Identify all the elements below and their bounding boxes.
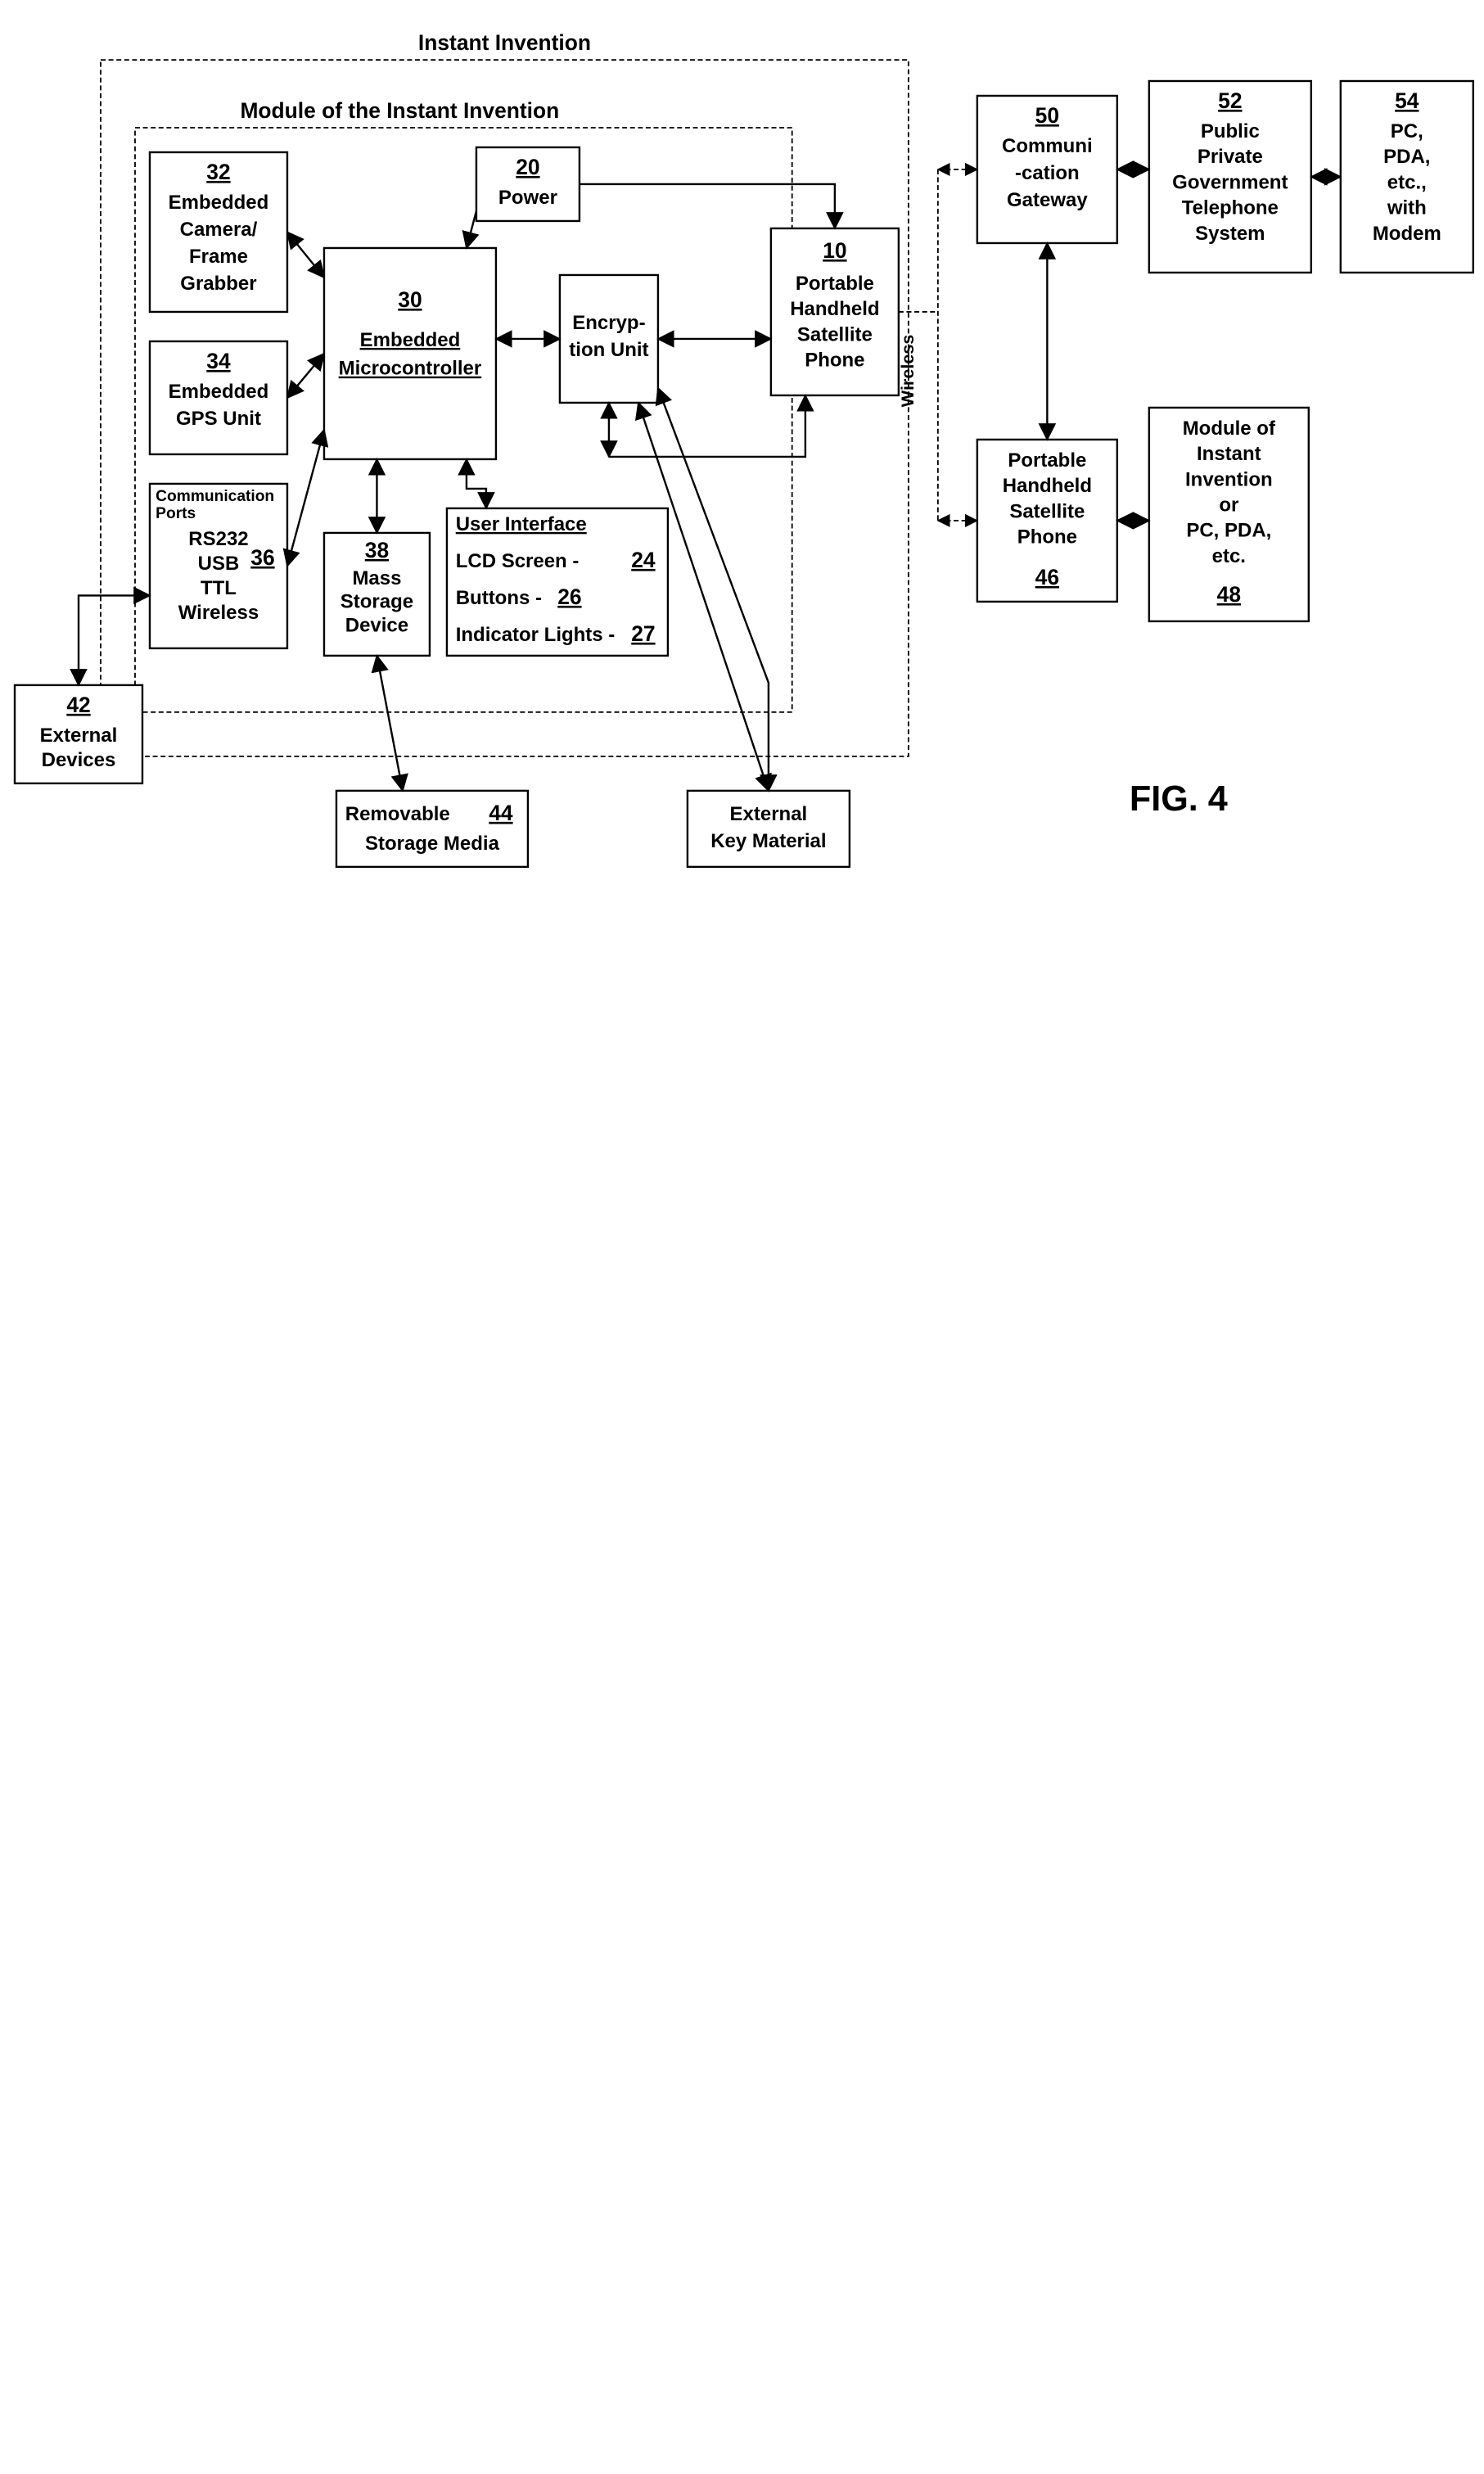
num-gps: 34	[206, 349, 231, 373]
telesys-line: Government	[1172, 171, 1288, 193]
pcmodem-line: PC,	[1391, 120, 1423, 142]
power-label: Power	[498, 187, 557, 209]
encrypt-line: tion Unit	[569, 339, 648, 361]
pcmodem-line: with	[1387, 197, 1427, 219]
micro-line: Microcontroller	[339, 358, 482, 380]
modpc-line: Module of	[1183, 418, 1276, 440]
num-gateway: 50	[1035, 103, 1059, 128]
micro-line: Embedded	[360, 329, 461, 351]
phone2-line: Phone	[1017, 526, 1077, 549]
num-power: 20	[516, 155, 539, 179]
extdev-line: Devices	[42, 749, 116, 771]
ui-ind-num: 27	[631, 621, 655, 646]
storage-line: Storage	[341, 591, 413, 613]
encrypt-line: Encryp-	[572, 312, 645, 334]
arrow-gps-micro	[287, 354, 324, 398]
diagram-canvas: Instant Invention Module of the Instant I…	[0, 0, 1484, 891]
pcmodem-line: PDA,	[1383, 146, 1430, 168]
camera-line: Grabber	[180, 273, 256, 295]
remov-line0: Removable	[345, 803, 450, 825]
comm-line: RS232	[188, 528, 248, 550]
box-external-key	[688, 791, 850, 867]
pcmodem-line: Modem	[1373, 223, 1441, 245]
storage-line: Device	[345, 615, 408, 637]
phone-line: Satellite	[797, 323, 873, 345]
outer-title: Instant Invention	[418, 30, 591, 55]
phone-line: Phone	[805, 350, 864, 372]
ui-lcd-num: 24	[631, 548, 656, 572]
extkey-line: Key Material	[710, 830, 826, 852]
arrow-power-micro	[467, 211, 476, 248]
num-extdev: 42	[66, 693, 90, 717]
figure-label: FIG. 4	[1130, 779, 1228, 819]
camera-line: Embedded	[169, 192, 269, 214]
remov-line1: Storage Media	[365, 833, 500, 855]
telesys-line: System	[1195, 223, 1265, 245]
comm-heading: Communication	[156, 488, 274, 505]
ui-btn-num: 26	[557, 585, 581, 609]
phone2-line: Handheld	[1003, 475, 1092, 497]
modpc-line: etc.	[1212, 545, 1246, 567]
phone-line: Handheld	[790, 298, 879, 320]
ui-btn-label: Buttons -	[456, 587, 542, 609]
telesys-line: Telephone	[1182, 197, 1279, 219]
ui-lcd-label: LCD Screen -	[456, 550, 580, 572]
modpc-line: Invention	[1185, 468, 1273, 490]
gps-line: Embedded	[169, 381, 269, 403]
num-modpc: 48	[1217, 582, 1241, 607]
phone-line: Portable	[796, 273, 874, 295]
arrow-storage-remov	[377, 656, 402, 791]
num-phone2: 46	[1035, 565, 1059, 589]
gps-line: GPS Unit	[176, 408, 261, 430]
storage-line: Mass	[352, 567, 401, 589]
arrow-micro-ui	[467, 459, 486, 508]
arrow-camera-micro	[287, 232, 324, 277]
phone2-line: Satellite	[1009, 500, 1085, 522]
camera-line: Camera/	[180, 219, 258, 241]
arrow-encrypt-extkey	[658, 388, 769, 791]
telesys-line: Public	[1201, 120, 1260, 142]
gateway-line: Gateway	[1007, 189, 1088, 211]
arrow-comm-micro	[287, 430, 324, 566]
ui-ind-label: Indicator Lights -	[456, 624, 616, 646]
ui-heading: User Interface	[456, 513, 587, 535]
arrow-power-phone	[580, 184, 835, 228]
num-remov: 44	[489, 801, 513, 825]
num-pcmodem: 54	[1395, 88, 1419, 113]
modpc-line: PC, PDA,	[1186, 520, 1271, 542]
inner-title: Module of the Instant Invention	[240, 98, 559, 123]
modpc-line: or	[1219, 494, 1238, 517]
wireless-label: Wireless	[897, 335, 918, 408]
pcmodem-line: etc.,	[1387, 171, 1427, 193]
num-camera: 32	[206, 160, 230, 184]
num-micro: 30	[398, 287, 422, 312]
comm-heading2: Ports	[156, 505, 196, 522]
box-microcontroller	[324, 248, 496, 459]
num-phone: 10	[823, 238, 846, 263]
phone2-line: Portable	[1008, 449, 1086, 472]
comm-line: USB	[198, 553, 240, 575]
gateway-line: Communi	[1002, 135, 1093, 157]
arrow-extdev-comm	[79, 595, 150, 684]
num-comm: 36	[250, 545, 274, 570]
num-storage: 38	[365, 538, 389, 562]
comm-line: TTL	[201, 577, 237, 599]
extdev-line: External	[40, 725, 118, 747]
num-telesys: 52	[1218, 88, 1242, 113]
extkey-line: External	[730, 803, 808, 825]
gateway-line: -cation	[1015, 162, 1080, 184]
comm-line: Wireless	[178, 602, 259, 624]
telesys-line: Private	[1198, 146, 1263, 168]
camera-line: Frame	[189, 246, 248, 268]
modpc-line: Instant	[1197, 443, 1261, 465]
